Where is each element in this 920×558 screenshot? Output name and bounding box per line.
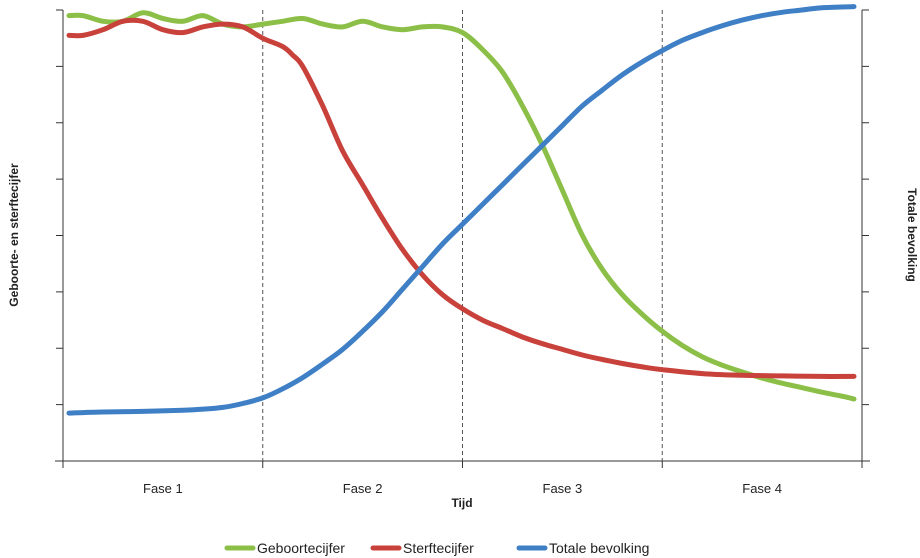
phase-separators [262, 10, 663, 461]
x-axis-ticks [62, 461, 863, 468]
phase-label: Fase 3 [543, 481, 583, 496]
left-axis-title: Geboorte- en sterftecijfer [7, 163, 21, 307]
right-axis-title: Totale bevolking [905, 188, 919, 282]
series-line-sterftecijfer [66, 17, 857, 379]
right-axis-ticks [862, 9, 869, 406]
series-line-totale-bevolking [66, 4, 857, 416]
legend: Geboortecijfer Sterftecijfer Totale bevolk… [224, 540, 649, 556]
legend-label-totale-bevolking: Totale bevolking [549, 540, 649, 556]
phase-label: Fase 4 [742, 481, 782, 496]
phase-label: Fase 2 [343, 481, 383, 496]
axes [55, 9, 870, 468]
legend-label-sterftecijfer: Sterftecijfer [403, 540, 474, 556]
series-line-geboortecijfer [66, 10, 857, 402]
series-lines [66, 4, 857, 416]
left-axis-ticks [56, 9, 63, 406]
phase-label: Fase 1 [143, 481, 183, 496]
legend-label-geboortecijfer: Geboortecijfer [257, 540, 345, 556]
phase-labels: Fase 1 Fase 2 Fase 3 Fase 4 [143, 481, 782, 496]
x-axis-title: Tijd [451, 496, 472, 510]
